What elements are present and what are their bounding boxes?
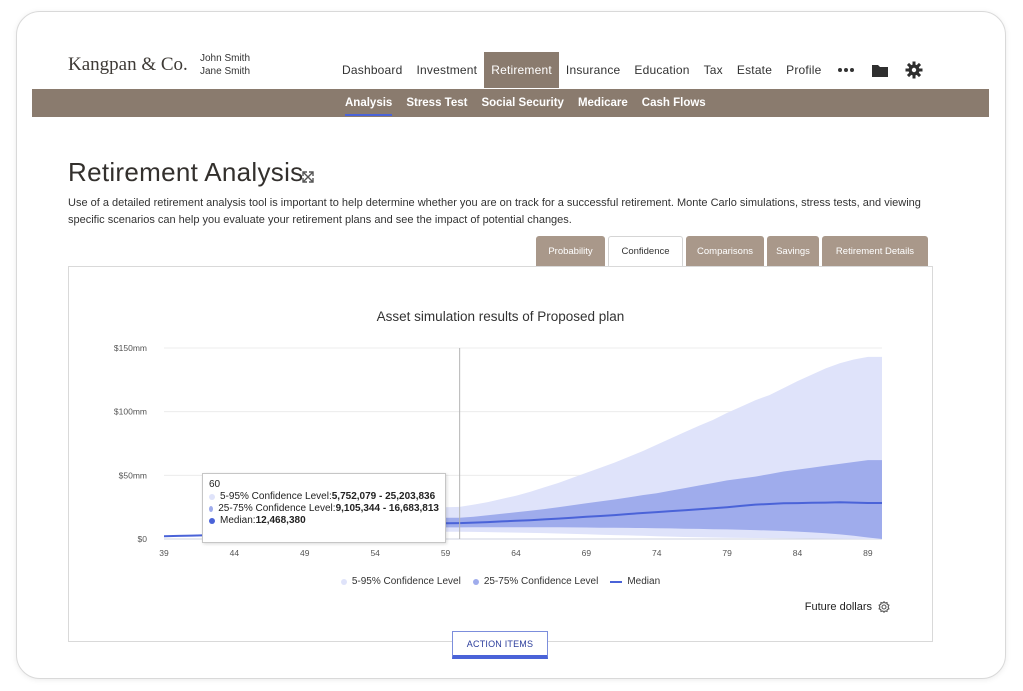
tooltip-label-95: 5-95% Confidence Level: xyxy=(220,491,332,502)
x-tick-label: 89 xyxy=(863,548,873,558)
nav-education[interactable]: Education xyxy=(634,63,690,77)
x-tick-label: 44 xyxy=(230,548,240,558)
legend-swatch-95 xyxy=(340,578,347,585)
band-25-75 xyxy=(164,460,882,539)
nav-estate[interactable]: Estate xyxy=(736,63,773,77)
nav-tax[interactable]: Tax xyxy=(703,63,723,77)
y-tick-label: $100mm xyxy=(114,407,147,417)
tooltip-dot-95 xyxy=(209,494,215,500)
nav-retirement[interactable]: Retirement xyxy=(484,52,559,88)
tooltip-value-75: 9,105,344 - 16,683,813 xyxy=(335,503,439,514)
brand-logo[interactable]: Kangpan & Co. xyxy=(68,54,188,75)
client-secondary: Jane Smith xyxy=(200,66,251,77)
nav-investment[interactable]: Investment xyxy=(416,63,478,77)
tooltip-value-median: 12,468,380 xyxy=(255,515,306,526)
subnav-cash-flows[interactable]: Cash Flows xyxy=(641,97,706,109)
legend-label-75: 25-75% Confidence Level xyxy=(483,576,599,587)
tab-retirement-details[interactable]: Retirement Details xyxy=(822,236,928,266)
tooltip-dot-75 xyxy=(209,506,214,512)
subnav-social-security[interactable]: Social Security xyxy=(481,97,564,109)
tab-comparisons[interactable]: Comparisons xyxy=(686,236,764,266)
y-tick-label: $50mm xyxy=(119,470,147,480)
x-tick-label: 79 xyxy=(722,548,732,558)
legend-item-75[interactable]: 25-75% Confidence Level xyxy=(472,576,599,587)
tooltip-label-median: Median: xyxy=(220,515,256,526)
legend-label-median: Median xyxy=(627,576,661,587)
x-tick-label: 64 xyxy=(511,548,521,558)
action-items-button[interactable]: ACTION ITEMS xyxy=(452,631,548,659)
legend-item-95[interactable]: 5-95% Confidence Level xyxy=(340,576,461,587)
asset-simulation-chart[interactable]: $150mm $100mm $50mm $0 39 44 49 54 59 64 69 74 79 84 8… xyxy=(69,267,932,567)
nav-dashboard[interactable]: Dashboard xyxy=(342,63,403,77)
folder-icon[interactable] xyxy=(863,52,897,88)
legend-swatch-median xyxy=(610,580,623,583)
page-description: Use of a detailed retirement analysis to… xyxy=(68,197,921,226)
y-tick-label: $150mm xyxy=(114,343,147,353)
chart-panel: Asset simulation results of Proposed pla… xyxy=(68,266,933,659)
settings-small-icon[interactable] xyxy=(878,601,890,613)
tab-savings[interactable]: Savings xyxy=(767,236,819,266)
y-tick-label: $0 xyxy=(138,534,148,544)
tooltip-row-95: 5-95% Confidence Level: 5,752,079 - 25,2… xyxy=(209,491,439,503)
app-frame: Kangpan & Co. John Smith Jane Smith Dash… xyxy=(16,11,1006,679)
legend-label-95: 5-95% Confidence Level xyxy=(351,576,461,587)
subnav-analysis[interactable]: Analysis xyxy=(338,89,399,117)
chart-legend: 5-95% Confidence Level 25-75% Confidence… xyxy=(69,576,932,587)
x-tick-label: 84 xyxy=(793,548,803,558)
x-tick-label: 74 xyxy=(652,548,662,558)
tooltip-row-median: Median: 12,468,380 xyxy=(209,515,439,527)
legend-item-median[interactable]: Median xyxy=(610,576,660,587)
future-dollars-label: Future dollars xyxy=(804,601,872,613)
tooltip-age: 60 xyxy=(209,479,221,490)
expand-icon[interactable] xyxy=(301,170,315,184)
more-icon[interactable] xyxy=(829,52,863,88)
sub-nav-bar: Analysis Stress Test Social Security Med… xyxy=(32,89,989,117)
x-tick-label: 54 xyxy=(370,548,380,558)
x-tick-label: 59 xyxy=(441,548,451,558)
x-tick-label: 69 xyxy=(582,548,592,558)
x-tick-label: 49 xyxy=(300,548,310,558)
client-primary: John Smith xyxy=(200,53,251,64)
tooltip-dot-median xyxy=(209,518,215,524)
x-tick-label: 39 xyxy=(159,548,169,558)
chart-title: Asset simulation results of Proposed pla… xyxy=(376,309,625,324)
tab-confidence[interactable]: Confidence xyxy=(608,236,683,266)
page-title: Retirement Analysis xyxy=(68,157,304,187)
nav-profile[interactable]: Profile xyxy=(786,63,822,77)
tooltip-value-95: 5,752,079 - 25,203,836 xyxy=(331,491,436,502)
top-nav: Dashboard Investment Retirement Insuranc… xyxy=(335,52,931,88)
client-names: John Smith Jane Smith xyxy=(200,52,250,78)
sub-nav: Analysis Stress Test Social Security Med… xyxy=(338,89,713,117)
future-dollars-toggle[interactable]: Future dollars xyxy=(805,601,890,613)
chart-tooltip: 60 5-95% Confidence Level: 5,752,079 - 2… xyxy=(202,473,446,543)
tooltip-row-75: 25-75% Confidence Level: 9,105,344 - 16,… xyxy=(209,503,439,515)
subnav-medicare[interactable]: Medicare xyxy=(577,97,628,109)
subnav-stress-test[interactable]: Stress Test xyxy=(406,97,468,109)
gear-icon[interactable] xyxy=(897,52,931,88)
nav-insurance[interactable]: Insurance xyxy=(565,63,621,77)
analysis-tabs: Probability Confidence Comparisons Savin… xyxy=(536,236,931,266)
legend-swatch-75 xyxy=(472,578,479,585)
tooltip-label-75: 25-75% Confidence Level: xyxy=(218,503,336,514)
tab-probability[interactable]: Probability xyxy=(536,236,605,266)
